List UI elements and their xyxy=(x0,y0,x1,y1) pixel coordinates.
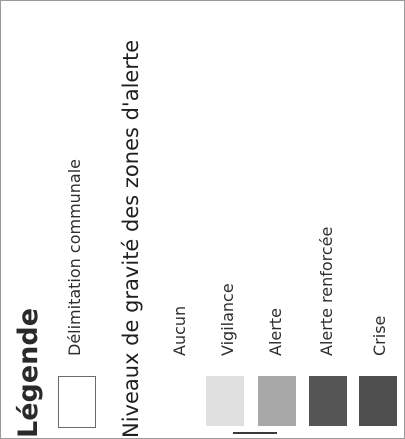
alert-levels-title: Niveaux de gravité des zones d'alerte xyxy=(119,39,143,438)
swatch-vigilance xyxy=(206,376,244,426)
swatch-crise xyxy=(359,376,397,426)
decorative-underline xyxy=(233,432,277,434)
legend-label-alerte: Alerte xyxy=(266,308,285,356)
swatch-alerte xyxy=(258,376,296,426)
legend-title: Légende xyxy=(13,307,44,438)
legend-label-vigilance: Vigilance xyxy=(218,283,237,356)
legend-label-aucun: Aucun xyxy=(170,305,189,356)
legend-label-alerte-renforcee: Alerte renforcée xyxy=(317,226,336,356)
legend-label-crise: Crise xyxy=(370,315,389,356)
commune-boundary-label: Délimitation communale xyxy=(65,158,84,356)
commune-boundary-swatch xyxy=(58,376,96,428)
swatch-alerte-renforcee xyxy=(309,376,347,426)
